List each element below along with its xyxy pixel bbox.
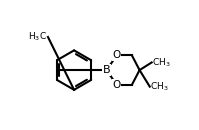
Text: CH$_3$: CH$_3$ <box>150 80 169 93</box>
Text: CH$_3$: CH$_3$ <box>152 56 171 69</box>
Text: H$_3$C: H$_3$C <box>28 31 47 43</box>
Text: O: O <box>113 80 121 90</box>
Text: O: O <box>113 50 121 60</box>
Text: B: B <box>103 65 110 75</box>
